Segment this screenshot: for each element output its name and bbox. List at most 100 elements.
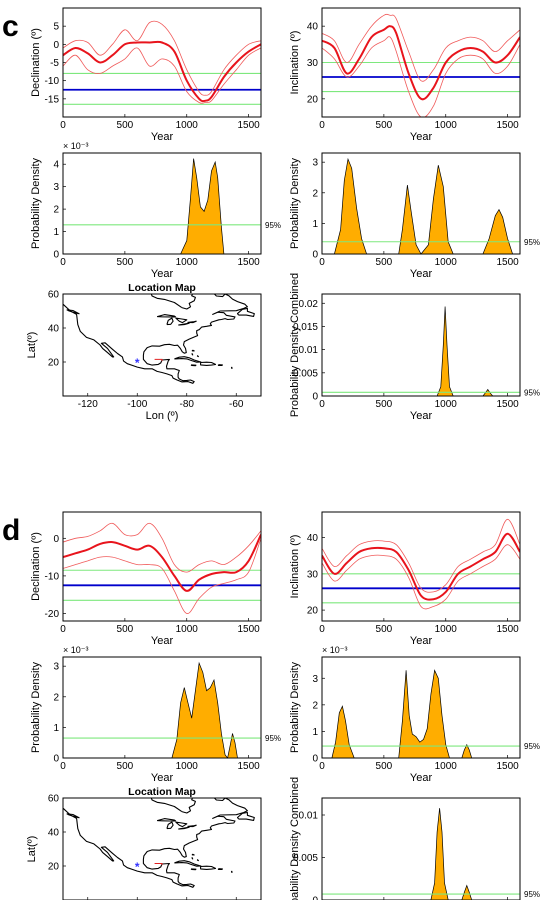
axis-exponent: × 10⁻³ — [322, 645, 348, 655]
lower-envelope-line — [63, 47, 261, 104]
x-tick-label: 1000 — [435, 399, 458, 410]
y-tick-label: 60 — [48, 290, 60, 301]
x-tick-label: 1000 — [435, 761, 458, 772]
mean-curve-line — [63, 40, 261, 103]
y-tick-label: 1 — [312, 727, 318, 738]
x-axis-label: Year — [151, 635, 174, 647]
axes-border — [62, 293, 262, 397]
y-tick-label: 5 — [53, 22, 59, 33]
x-tick-label: 0 — [60, 624, 66, 635]
location-map: -120 -100 -80 -60 20 40 60 Lon (º) Lat(º) Locatio… — [26, 282, 262, 422]
x-tick-label: 1500 — [238, 624, 261, 635]
x-tick-label: 0 — [60, 120, 66, 131]
y-axis-label: Probability Density Combined — [289, 273, 301, 417]
y-axis-label: Probability Density — [289, 661, 301, 753]
plot-area — [322, 13, 520, 117]
coastline — [187, 320, 197, 324]
upper-envelope-line — [63, 522, 261, 573]
y-tick-label: 40 — [48, 828, 60, 839]
coastline — [166, 821, 174, 830]
axes-border — [62, 511, 262, 622]
lower-envelope-line — [63, 538, 261, 614]
pdf-combined-chart: 0 500 1000 1500 0 0.005 0.01 0.015 0.02 Year Proba… — [289, 273, 540, 422]
coastline — [230, 870, 233, 874]
coastline — [200, 361, 217, 366]
x-tick-label: 500 — [117, 120, 134, 131]
x-tick-label: 1500 — [497, 399, 520, 410]
y-tick-label: 2 — [53, 205, 59, 216]
plot-area — [322, 518, 520, 610]
x-tick-label: 1000 — [435, 120, 458, 131]
y-tick-label: 0 — [53, 534, 59, 545]
x-tick-label: 500 — [117, 624, 134, 635]
density-fill — [430, 808, 472, 900]
coastline — [181, 798, 196, 814]
coastline — [166, 317, 174, 326]
lower-envelope-line — [322, 544, 520, 610]
density-fill — [334, 159, 513, 254]
axes-border — [62, 656, 262, 759]
coastline — [66, 309, 80, 315]
coastline — [236, 307, 255, 317]
axes-box — [62, 152, 262, 255]
y-axis-label: Probability Density — [30, 661, 42, 753]
y-tick-label: -5 — [50, 58, 59, 69]
y-tick-label: 40 — [307, 22, 319, 33]
region-marker — [154, 863, 163, 866]
y-tick-label: 3 — [312, 158, 318, 169]
y-tick-label: 4 — [53, 160, 59, 171]
y-axis-label: Declination (º) — [30, 532, 42, 601]
y-axis-label: Lat(º) — [26, 332, 38, 359]
axes-border — [321, 797, 521, 900]
significance-label: 95% — [524, 742, 540, 751]
y-tick-label: 1 — [53, 723, 59, 734]
density-curve — [180, 158, 225, 255]
upper-envelope-line — [63, 20, 261, 96]
density-curve — [171, 661, 238, 759]
y-axis-label: Lat(º) — [26, 836, 38, 863]
region-marker — [154, 358, 163, 362]
x-tick-label: 1500 — [497, 624, 520, 635]
x-tick-label: 0 — [60, 257, 66, 268]
map-area: * — [63, 798, 255, 888]
axes-border — [321, 7, 521, 118]
map-title: Location Map — [128, 786, 196, 798]
x-tick-label: 1500 — [238, 257, 261, 268]
y-tick-label: -20 — [45, 609, 60, 620]
y-axis-label: Probability Density — [289, 157, 301, 249]
y-axis-label: Probability Density Combined — [289, 777, 301, 900]
x-tick-label: 0 — [319, 257, 325, 268]
y-tick-label: 3 — [53, 662, 59, 673]
pdf-declination-chart: 0 500 1000 1500 0 1 2 3 4 Year Probability Density… — [30, 141, 281, 280]
coastline — [174, 356, 202, 363]
significance-label: 95% — [524, 238, 540, 247]
coastline — [230, 366, 233, 370]
x-tick-label: 1000 — [176, 761, 199, 772]
x-tick-label: 500 — [117, 257, 134, 268]
x-axis-label: Year — [410, 268, 433, 280]
y-tick-label: 20 — [307, 94, 319, 105]
y-tick-label: 0 — [312, 896, 318, 900]
axes-border — [62, 7, 262, 118]
map-title: Location Map — [128, 282, 196, 294]
axes-border — [62, 152, 262, 255]
axes-border — [321, 656, 521, 759]
site-marker: * — [135, 356, 140, 370]
significance-label: 95% — [265, 221, 281, 230]
x-tick-label: 500 — [376, 120, 393, 131]
y-tick-label: 1 — [53, 227, 59, 238]
y-tick-label: 40 — [307, 533, 319, 544]
coastline — [63, 798, 248, 888]
y-axis-label: Declination (º) — [30, 28, 42, 97]
axis-exponent: × 10⁻³ — [63, 645, 89, 655]
mean-curve-line — [322, 25, 520, 101]
y-tick-label: 0.005 — [293, 853, 318, 864]
axes-border — [62, 797, 262, 900]
coastline — [196, 859, 199, 862]
y-tick-label: 2 — [312, 700, 318, 711]
coastline — [175, 821, 188, 828]
density-fill — [180, 158, 224, 254]
coastline — [190, 364, 197, 367]
